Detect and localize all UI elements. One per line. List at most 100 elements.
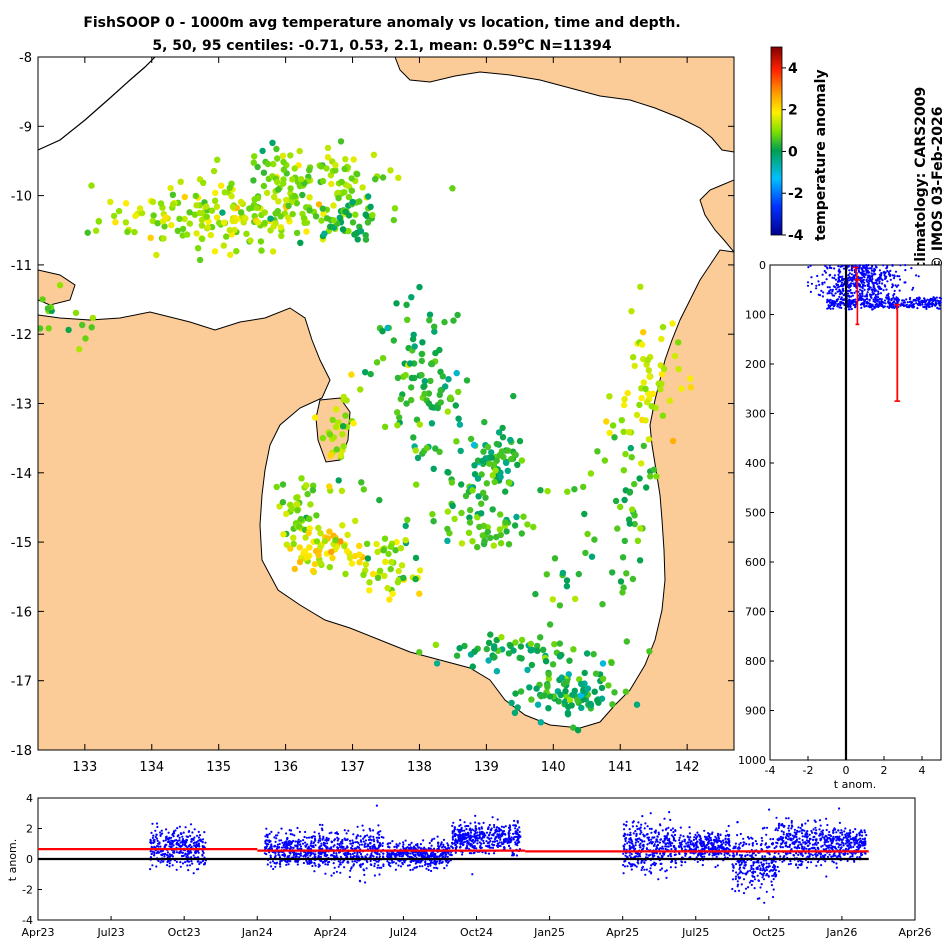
time-series-point — [771, 869, 774, 872]
time-series-point — [724, 834, 727, 837]
time-series-point — [189, 834, 192, 838]
time-series-point — [624, 837, 627, 841]
time-series-point — [428, 854, 431, 858]
time-series-point — [748, 881, 752, 884]
time-series-point — [682, 835, 685, 838]
time-series-point — [400, 855, 403, 858]
map-point — [391, 205, 399, 212]
map-point — [332, 423, 340, 431]
time-series-point — [663, 853, 666, 856]
time-series-point — [462, 835, 465, 839]
time-series-point — [166, 864, 169, 867]
map-point — [621, 496, 628, 504]
timor-coast — [38, 57, 156, 151]
time-series-point — [430, 844, 433, 847]
time-series-point — [186, 859, 189, 862]
map-point — [39, 296, 46, 303]
time-series-point — [622, 863, 625, 867]
depth-point — [882, 264, 885, 267]
depth-xtick-label: 0 — [843, 764, 850, 777]
map-point — [542, 658, 550, 665]
map-point — [388, 558, 395, 566]
map-point — [453, 438, 460, 445]
map-point — [545, 705, 552, 712]
depth-ytick-label: 200 — [745, 358, 766, 371]
map-point — [496, 526, 504, 533]
map-point — [423, 444, 430, 452]
time-series-point — [421, 865, 424, 868]
time-series-point — [514, 841, 517, 844]
depth-point — [861, 295, 864, 298]
time-series-point — [367, 845, 370, 848]
depth-point — [871, 277, 874, 281]
depth-point — [938, 304, 941, 307]
map-point — [311, 560, 319, 568]
map-point — [323, 215, 331, 222]
map-point — [427, 377, 434, 385]
depth-point — [878, 282, 881, 285]
map-point — [453, 652, 461, 659]
time-series-point — [375, 836, 378, 839]
map-point — [659, 323, 667, 331]
time-series-point — [450, 854, 453, 857]
time-series-point — [646, 825, 649, 828]
time-series-point — [659, 838, 663, 841]
time-series-point — [629, 837, 632, 840]
depth-point — [878, 269, 882, 272]
map-point — [637, 525, 644, 532]
time-series-point — [398, 842, 401, 845]
time-series-point — [419, 861, 422, 864]
time-series-point — [451, 846, 454, 850]
map-point — [372, 176, 379, 183]
time-series-point — [272, 867, 275, 871]
map-point — [430, 518, 437, 525]
time-series-point — [342, 845, 345, 849]
time-series-point — [153, 852, 156, 855]
depth-point — [837, 279, 840, 282]
time-series-point — [717, 853, 720, 856]
time-series-point — [307, 851, 310, 854]
time-series-point — [479, 832, 482, 835]
time-series-point — [699, 853, 702, 856]
map-point — [485, 657, 492, 664]
time-series-point — [283, 841, 286, 844]
depth-point — [904, 269, 907, 272]
time-series-point — [667, 826, 670, 829]
depth-point — [917, 300, 920, 303]
time-series-point — [374, 851, 377, 854]
map-point — [345, 193, 353, 201]
depth-point — [887, 300, 890, 303]
map-point — [511, 709, 519, 716]
colorbar-tick-label: 4 — [788, 61, 798, 77]
time-series-point — [359, 839, 362, 842]
map-point — [456, 421, 464, 428]
map-x-axis: 133 134 135 136 137 138 139 140 141 142 — [72, 57, 700, 775]
depth-point — [884, 302, 887, 305]
time-series-point — [353, 851, 356, 855]
depth-point — [861, 271, 864, 274]
time-series-point — [190, 845, 193, 848]
map-point — [528, 661, 536, 669]
map-point — [392, 547, 399, 554]
time-series-point — [328, 847, 331, 850]
time-series-point — [348, 875, 351, 879]
time-series-point — [470, 843, 473, 847]
time-series-point — [330, 831, 333, 834]
depth-point — [896, 297, 899, 300]
map-point — [505, 650, 513, 657]
depth-point — [818, 283, 821, 286]
map-ytick-label: -9 — [19, 120, 32, 135]
time-series-point — [490, 837, 493, 840]
depth-point — [919, 304, 922, 307]
map-point — [669, 437, 677, 445]
depth-point — [915, 302, 918, 305]
time-series-point — [635, 865, 638, 868]
time-series-point — [497, 835, 500, 838]
time-series-point — [734, 842, 738, 845]
time-series-point — [196, 856, 200, 859]
time-series-point — [363, 873, 366, 877]
depth-point — [929, 299, 932, 302]
map-ytick-label: -11 — [11, 259, 32, 274]
map-point — [338, 487, 346, 494]
time-series-point — [386, 843, 389, 846]
